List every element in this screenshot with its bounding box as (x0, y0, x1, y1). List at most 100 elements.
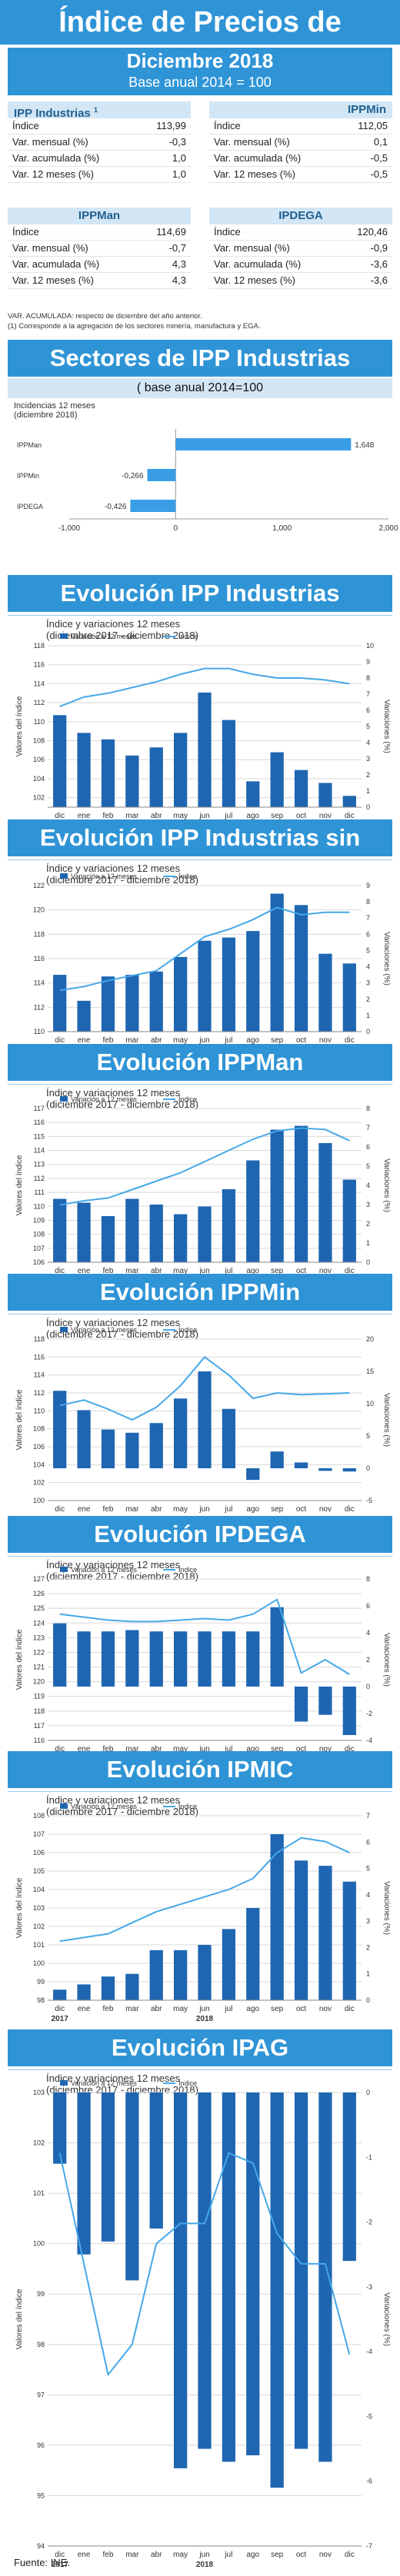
bar (270, 1129, 284, 1262)
chart-heading-line: (diciembre 2017 - diciembre 2018) (46, 1806, 198, 1817)
divider (8, 1556, 392, 1557)
y-axis-title: Valores del índice (15, 2288, 24, 2349)
x-tick-label: dic (55, 1267, 65, 1275)
x-tick-label: oct (296, 1505, 307, 1514)
y2-tick-label: 6 (366, 930, 370, 938)
evolution-banner: Evolución IPP Industrias (8, 575, 392, 612)
legend-label: Variación a 12 meses (71, 1326, 137, 1334)
y2-tick-label: 1 (366, 787, 370, 795)
y2-tick-label: 5 (366, 1162, 370, 1170)
x-tick-label: jun (198, 1745, 209, 1753)
x-tick-label: dic (55, 812, 65, 820)
x-tick-label: mar (125, 2551, 139, 2559)
chart-heading-line: Índice y variaciones 12 meses (46, 1794, 181, 1806)
y-tick-label: 108 (33, 737, 45, 745)
y-tick-label: 113 (34, 1161, 45, 1168)
x-tick-label: feb (103, 1505, 114, 1514)
y-tick-label: 102 (33, 794, 45, 802)
bar (77, 1410, 91, 1468)
box-ippman: IPPMan Índice 114,69 Var. mensual (%) -0,7… (8, 208, 191, 289)
row-label: Var. acumulada (%) (12, 152, 100, 164)
row-label: Var. 12 meses (%) (12, 274, 94, 286)
bar (173, 956, 188, 1032)
y-axis-title: Valores del índice (15, 696, 24, 756)
box-header: IPP Industrias 1 (8, 101, 191, 120)
x-tick-label: nov (319, 1036, 332, 1045)
y-tick-label: 106 (33, 1258, 45, 1266)
index-line (59, 1127, 350, 1206)
x-tick-label: oct (296, 2005, 307, 2013)
y-tick-label: 104 (33, 775, 45, 783)
box-title: IPPMin (347, 103, 386, 116)
y-tick-label: 103 (33, 2089, 45, 2096)
bar (222, 1408, 236, 1468)
y-tick-label: 121 (33, 1664, 45, 1671)
box-row: Var. acumulada (%) -0,5 (209, 151, 392, 167)
chart-heading: Índice y variaciones 12 meses (diciembre … (46, 863, 198, 886)
period-banner: Diciembre 2018 Base anual 2014 = 100 (8, 48, 392, 95)
row-value: -0,7 (168, 242, 186, 254)
evolution-chart: Variación a 12 meses Índice10610710810911… (15, 1095, 391, 1285)
y-tick-label: 96 (37, 2441, 45, 2449)
row-label: Índice (12, 120, 39, 131)
chart-heading-line: (diciembre 2017 - diciembre 2018) (46, 1099, 198, 1110)
x-tick-label: jun (198, 1505, 209, 1514)
bar (125, 1973, 139, 2000)
bar (198, 1631, 212, 1687)
bar (342, 1179, 356, 1262)
x-tick-label: nov (319, 2005, 332, 2013)
y-tick-label: 100 (33, 1959, 45, 1967)
y-tick-label: 98 (37, 1996, 45, 2004)
x-tick-label: nov (319, 1267, 332, 1275)
bar (270, 893, 284, 1032)
bar (53, 1623, 67, 1687)
bar (53, 1989, 67, 2000)
y-tick-label: 107 (33, 1830, 45, 1838)
x-tick-label: oct (296, 1745, 307, 1753)
legend-label: Variación a 12 meses (71, 1566, 137, 1574)
x-tick-label: feb (103, 2551, 114, 2559)
y-tick-label: 108 (33, 1425, 45, 1433)
y2-tick-label: 6 (366, 1602, 370, 1610)
y2-axis-title: Variaciones (%) (382, 1633, 391, 1687)
x-tick-label: jul (224, 1505, 232, 1514)
category-label: IPDEGA (17, 503, 43, 510)
bar (198, 692, 212, 807)
x-tick-label: ago (246, 1745, 259, 1753)
x-tick-label: nov (319, 2551, 332, 2559)
row-value: 1,0 (172, 168, 186, 180)
bar (246, 1631, 260, 1687)
bar (342, 2092, 356, 2262)
data-label: -0,266 (122, 472, 144, 480)
y2-tick-label: 3 (366, 979, 370, 987)
row-label: Var. 12 meses (%) (12, 168, 94, 180)
bar (246, 1160, 260, 1262)
y2-tick-label: 10 (366, 1400, 374, 1408)
y2-axis-title: Variaciones (%) (382, 932, 391, 986)
bar (101, 1631, 115, 1687)
x-tick-label: may (173, 812, 188, 820)
bar (149, 1205, 163, 1262)
bar (173, 1949, 188, 2000)
y-tick-label: 101 (33, 2189, 45, 2197)
bar (147, 469, 176, 481)
legend-label: Variación a 12 meses (71, 633, 137, 640)
bar (342, 1881, 356, 2000)
y-tick-label: 102 (33, 1923, 45, 1930)
x-tick-label: sep (271, 1036, 284, 1045)
legend-label: Índice (178, 633, 197, 640)
y2-tick-label: 0 (366, 1683, 370, 1690)
x-tick-label: abr (151, 2005, 162, 2013)
x-tick-label: ago (246, 1505, 259, 1514)
bar (270, 1451, 284, 1468)
y-tick-label: 105 (33, 1867, 45, 1875)
x-tick-label: oct (296, 1036, 307, 1045)
y-tick-label: 120 (33, 906, 45, 914)
legend-label: Índice (178, 1566, 197, 1574)
y-tick-label: 111 (34, 1188, 45, 1196)
chart-heading-line: Índice y variaciones 12 meses (46, 618, 181, 630)
bar (130, 500, 176, 512)
bar (149, 1423, 163, 1468)
y-tick-label: 122 (33, 1648, 45, 1656)
y-tick-label: 125 (33, 1604, 45, 1612)
